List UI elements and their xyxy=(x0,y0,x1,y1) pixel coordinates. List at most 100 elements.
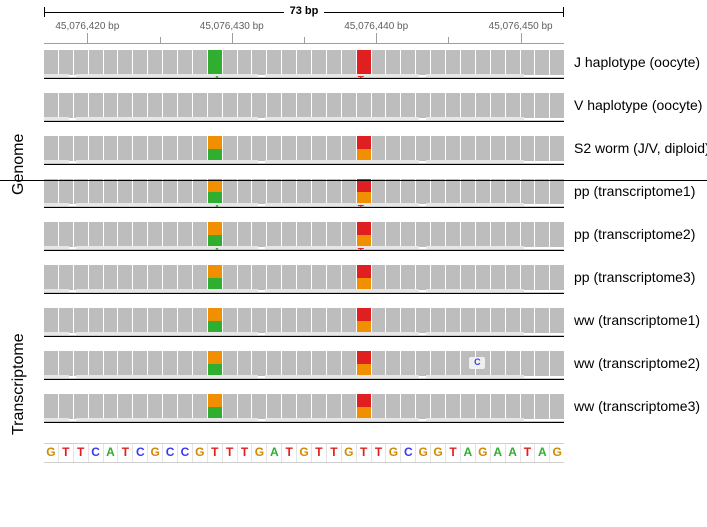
ref-base: C xyxy=(133,444,148,462)
coverage-cell xyxy=(491,136,505,161)
coverage-cell xyxy=(327,308,341,333)
coverage-cell xyxy=(416,179,430,204)
coverage-cell xyxy=(178,93,192,118)
coverage-cell xyxy=(89,93,103,118)
coverage-cell xyxy=(282,93,296,118)
coverage-cell xyxy=(446,179,460,204)
coverage-cell xyxy=(252,222,266,247)
coverage-cell xyxy=(148,394,162,419)
coverage-cell xyxy=(74,222,88,247)
coverage-cell xyxy=(431,351,445,376)
coverage-cell xyxy=(282,351,296,376)
axis-ticks: 45,076,420 bp45,076,430 bp45,076,440 bp4… xyxy=(44,21,564,44)
coverage-cell xyxy=(297,222,311,247)
coverage-cell xyxy=(238,222,252,247)
track: ATpp (transcriptome2) xyxy=(44,220,564,259)
coverage-cell xyxy=(74,50,88,75)
coverage-cell xyxy=(372,394,386,419)
coverage-cell xyxy=(252,179,266,204)
coverage-cell xyxy=(118,136,132,161)
ref-base: G xyxy=(476,444,491,462)
ref-base: A xyxy=(461,444,476,462)
coverage-cell xyxy=(372,136,386,161)
coverage-cell xyxy=(178,179,192,204)
track: ww (transcriptome3) xyxy=(44,392,564,431)
insert-glyph: C xyxy=(469,357,485,369)
coverage-cell xyxy=(223,50,237,75)
coverage-cell xyxy=(267,179,281,204)
coverage-cell xyxy=(327,179,341,204)
track-label: J haplotype (oocyte) xyxy=(574,54,707,70)
coverage-cell xyxy=(89,351,103,376)
coverage-cell xyxy=(223,308,237,333)
coverage-cell xyxy=(104,265,118,290)
coverage-cell xyxy=(401,179,415,204)
coverage-cell xyxy=(446,308,460,333)
coverage-cell xyxy=(252,394,266,419)
ref-base: T xyxy=(208,444,223,462)
track: ATJ haplotype (oocyte) xyxy=(44,48,564,87)
coverage-cell xyxy=(342,179,356,204)
coverage-cell xyxy=(550,265,564,290)
coverage-cell xyxy=(446,50,460,75)
coverage-cell xyxy=(118,50,132,75)
coverage-cell xyxy=(446,351,460,376)
coverage-cell xyxy=(550,93,564,118)
coverage-cell xyxy=(178,394,192,419)
track-separator xyxy=(44,121,564,130)
ref-base: C xyxy=(163,444,178,462)
coverage-cell xyxy=(550,394,564,419)
variant-cell xyxy=(357,351,371,376)
coverage-cell xyxy=(312,351,326,376)
coverage-cell xyxy=(223,93,237,118)
coverage-cell xyxy=(401,265,415,290)
coverage-cell xyxy=(44,136,58,161)
track-label: pp (transcriptome2) xyxy=(574,226,707,242)
coverage-cell xyxy=(297,394,311,419)
coverage-cell xyxy=(59,265,73,290)
coverage-cell xyxy=(521,222,535,247)
coverage-cell xyxy=(282,394,296,419)
track-separator xyxy=(44,379,564,388)
coverage-cell xyxy=(238,351,252,376)
coverage-cell xyxy=(535,351,549,376)
coverage-cell xyxy=(282,179,296,204)
coverage-cell xyxy=(59,222,73,247)
track-stripe xyxy=(44,392,564,422)
coverage-cell xyxy=(193,179,207,204)
track-stripe xyxy=(44,306,564,336)
coverage-cell xyxy=(476,265,490,290)
coverage-cell xyxy=(446,265,460,290)
track-separator xyxy=(44,78,564,87)
coverage-cell xyxy=(461,394,475,419)
coverage-cell xyxy=(327,93,341,118)
coverage-cell xyxy=(386,179,400,204)
coverage-cell xyxy=(372,265,386,290)
coverage-cell xyxy=(104,50,118,75)
coverage-cell xyxy=(342,93,356,118)
coverage-cell xyxy=(148,222,162,247)
coverage-cell xyxy=(238,179,252,204)
coverage-cell xyxy=(148,265,162,290)
coverage-cell xyxy=(178,136,192,161)
coverage-cell xyxy=(104,308,118,333)
track-separator xyxy=(44,250,564,259)
coverage-cell xyxy=(267,351,281,376)
coverage-cell xyxy=(506,351,520,376)
track: ATpp (transcriptome1) xyxy=(44,177,564,216)
coverage-cell xyxy=(44,179,58,204)
coverage-cell xyxy=(461,179,475,204)
variant-cell xyxy=(357,136,371,161)
coverage-cell xyxy=(506,265,520,290)
coverage-cell xyxy=(118,394,132,419)
coverage-cell xyxy=(312,179,326,204)
coverage-cell xyxy=(416,50,430,75)
coverage-cell xyxy=(401,136,415,161)
coverage-cell xyxy=(506,394,520,419)
coverage-cell xyxy=(386,265,400,290)
coverage-cell xyxy=(491,308,505,333)
divider-genome-transcriptome xyxy=(0,180,707,181)
coverage-cell xyxy=(550,351,564,376)
read-fragments xyxy=(44,160,564,163)
coverage-cell xyxy=(74,308,88,333)
